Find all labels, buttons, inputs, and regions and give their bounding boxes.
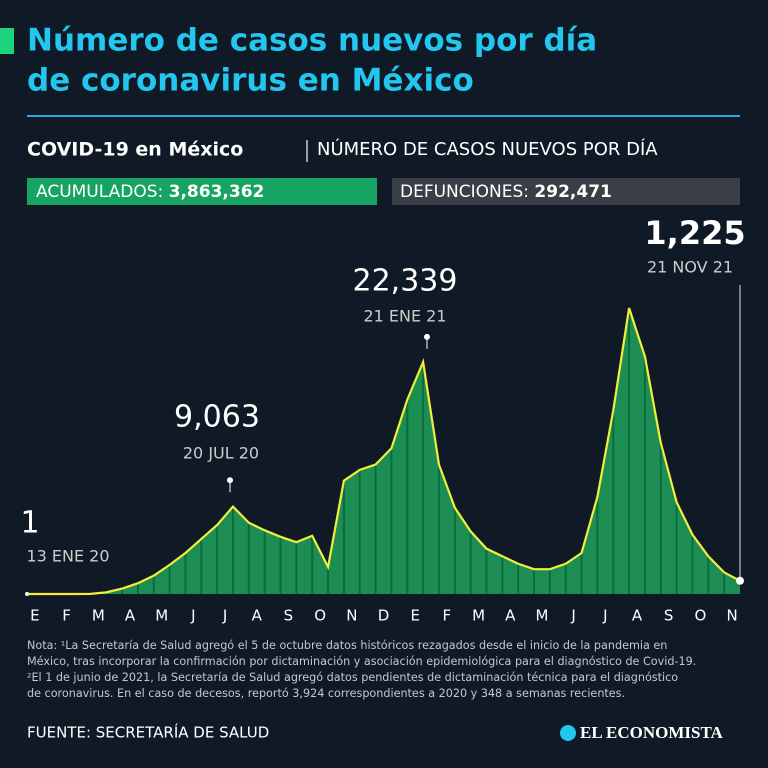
area (27, 308, 740, 594)
stat-label: DEFUNCIONES: 292,471 (400, 182, 612, 202)
note-line: de coronavirus. En el caso de decesos, r… (27, 687, 625, 700)
x-tick-label: N (726, 607, 737, 625)
subtitle-bold: COVID-19 en México (27, 139, 243, 161)
annotation-dot (736, 576, 744, 585)
x-tick-label: J (602, 607, 607, 625)
annotation-date: 20 JUL 20 (183, 444, 259, 463)
logo: EL ECONOMISTA (580, 723, 724, 742)
x-tick-label: O (314, 607, 326, 625)
x-tick-label: S (664, 607, 674, 625)
x-tick-label: E (410, 607, 419, 625)
stat-box (392, 178, 740, 205)
x-tick-label: E (30, 607, 39, 625)
x-tick-label: D (378, 607, 390, 625)
annotation-dot (25, 591, 29, 596)
title: de coronavirus en México (27, 63, 474, 99)
logo-icon (560, 725, 576, 741)
x-tick-label: J (190, 607, 195, 625)
annotation-value: 9,063 (174, 400, 260, 435)
x-tick-label: N (346, 607, 357, 625)
annotation-date: 21 ENE 21 (363, 307, 446, 326)
subtitle: NÚMERO DE CASOS NUEVOS POR DÍA (317, 138, 658, 160)
x-tick-label: A (505, 607, 516, 625)
annotation-date: 21 NOV 21 (647, 258, 733, 277)
x-tick-label: F (443, 607, 452, 625)
annotation-dot (227, 477, 233, 484)
plot: E F M A M J J A S O N D E F M A M J J A S O N 1 13 ENE 20 9,063 20… (20, 214, 745, 625)
source: FUENTE: SECRETARÍA DE SALUD (27, 723, 269, 742)
x-tick-label: M (535, 607, 548, 625)
x-tick-label: A (632, 607, 643, 625)
note-line: ²El 1 de junio de 2021, la Secretaría de… (27, 671, 678, 684)
annotation-date: 13 ENE 20 (26, 547, 109, 566)
accent (0, 28, 14, 54)
annotation-value: 22,339 (353, 264, 458, 299)
note-line: Nota: ¹La Secretaría de Salud agregó el … (27, 639, 667, 652)
x-tick-label: S (284, 607, 294, 625)
x-tick-label: J (222, 607, 227, 625)
x-tick-label: A (125, 607, 136, 625)
annotation-value: 1,225 (644, 214, 745, 252)
stat-box (27, 178, 377, 205)
x-tick-label: M (155, 607, 168, 625)
title: Número de casos nuevos por día (27, 23, 597, 59)
x-tick-label: J (570, 607, 575, 625)
x-tick-label: F (62, 607, 71, 625)
notes: Nota: ¹La Secretaría de Salud agregó el … (27, 639, 696, 700)
note-line: México, tras incorporar la confirmación … (27, 655, 696, 668)
annotation-value: 1 (20, 506, 39, 541)
x-tick-label: M (472, 607, 485, 625)
x-tick-label: O (694, 607, 706, 625)
stat-label: ACUMULADOS: 3,863,362 (36, 182, 264, 202)
x-tick-label: M (92, 607, 105, 625)
annotation-dot (424, 333, 430, 340)
x-tick-label: A (252, 607, 263, 625)
line (27, 307, 741, 596)
